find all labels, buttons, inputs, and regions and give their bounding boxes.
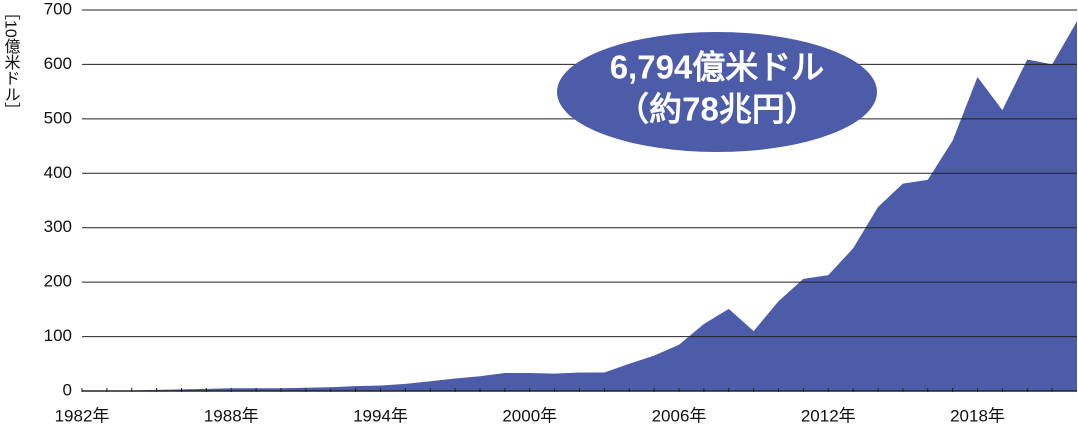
x-tick-label: 2018年 [950,406,1005,425]
x-tick-label: 1988年 [204,406,259,425]
annotation-text: 6,794億米ドル [610,49,825,86]
y-axis-label: ［10億米ドル］ [2,4,21,118]
x-tick-label: 1994年 [353,406,408,425]
x-tick-label: 2000年 [502,406,557,425]
y-tick-label: 200 [44,272,72,291]
y-tick-label: 600 [44,54,72,73]
area [82,21,1077,392]
annotation-bubble [557,32,877,152]
y-tick-label: 400 [44,163,72,182]
y-tick-label: 100 [44,326,72,345]
x-tick-label: 1982年 [55,406,110,425]
x-tick-label: 2012年 [801,406,856,425]
y-tick-label: 500 [44,108,72,127]
x-tick-label: 2006年 [652,406,707,425]
y-tick-label: 300 [44,217,72,236]
annotation-text: （約78兆円） [616,91,818,128]
y-tick-label: 700 [44,0,72,18]
y-tick-label: 0 [63,380,72,399]
